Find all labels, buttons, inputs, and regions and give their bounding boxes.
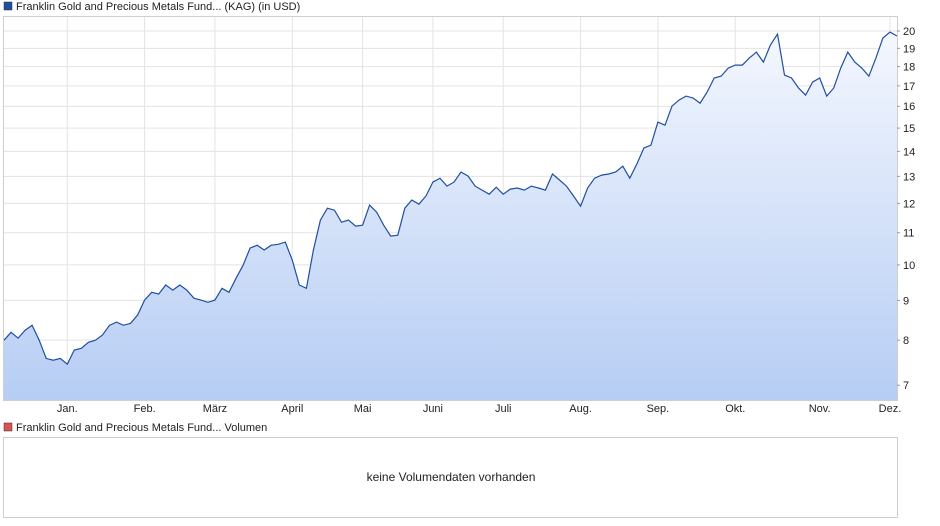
legend-label: Franklin Gold and Precious Metals Fund..… [16,1,300,13]
y-tick-label: 10 [903,260,915,272]
x-tick-label: März [203,403,227,415]
x-tick-label: Jan. [57,403,78,415]
y-tick-label: 15 [903,123,915,135]
area [4,32,897,400]
x-tick-label: Okt. [725,403,745,415]
y-tick-label: 8 [903,335,909,347]
empty-message: keine Volumendaten vorhanden [367,470,536,484]
line [3,31,898,366]
y-tick-label: 17 [903,81,915,93]
y-tick-label: 19 [903,43,915,55]
x-tick-label: Juli [495,403,512,415]
x-tick-label: Juni [423,403,443,415]
x-tick-label: Sep. [647,403,670,415]
x-tick-label: Dez. [879,403,902,415]
y-tick-label: 16 [903,101,915,113]
y-tick-label: 12 [903,198,915,210]
y-tick-label: 14 [903,146,915,158]
y-tick-label: 11 [903,228,914,240]
legend-swatch [3,1,13,11]
x-tick-label: Mai [354,403,372,415]
legend-label: Franklin Gold and Precious Metals Fund..… [16,422,267,434]
x-tick-label: Aug. [569,403,592,415]
y-tick-label: 18 [903,61,915,73]
x-tick-label: Feb. [134,403,156,415]
volume-frame [3,437,898,518]
legend-swatch [3,422,13,432]
x-tick-label: Nov. [809,403,831,415]
y-tick-label: 9 [903,295,909,307]
y-tick-label: 7 [903,380,909,392]
x-tick-label: April [281,403,303,415]
y-tick-label: 13 [903,171,915,183]
y-tick-label: 20 [903,26,915,38]
